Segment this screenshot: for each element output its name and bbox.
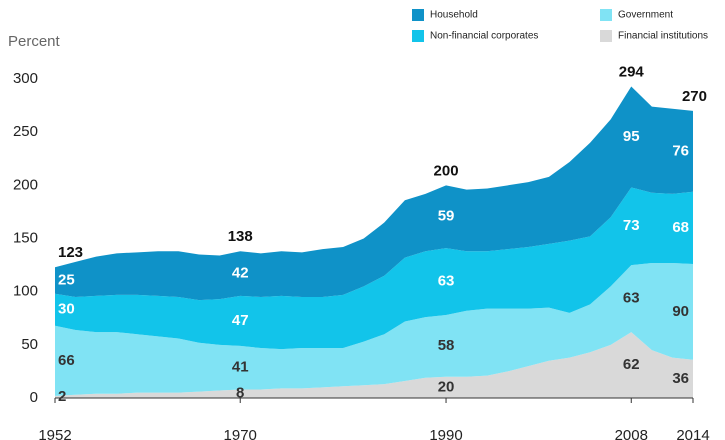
y-axis-label: Percent <box>8 33 61 50</box>
y-tick-label: 150 <box>13 229 38 246</box>
x-tick-label: 1990 <box>429 427 462 440</box>
legend-label: Non-financial corporates <box>430 31 538 42</box>
data-label: 36 <box>672 370 689 387</box>
area <box>55 262 693 396</box>
legend-swatch <box>412 9 424 21</box>
y-tick-label: 0 <box>30 389 38 406</box>
data-label: 68 <box>672 219 689 236</box>
data-label: 73 <box>623 217 640 234</box>
legend-swatch <box>600 9 612 21</box>
data-label: 95 <box>623 128 640 145</box>
data-label: 47 <box>232 312 249 329</box>
legend-swatch <box>412 30 424 42</box>
data-label: 2 <box>58 388 66 405</box>
data-label: 58 <box>438 337 455 354</box>
y-tick-label: 300 <box>13 70 38 87</box>
data-label: 42 <box>232 265 249 282</box>
data-label: 30 <box>58 301 75 318</box>
total-label: 123 <box>58 244 83 261</box>
data-label: 90 <box>672 303 689 320</box>
data-label: 62 <box>623 356 640 373</box>
total-label: 138 <box>228 228 253 245</box>
total-label: 270 <box>682 88 707 105</box>
data-label: 63 <box>623 290 640 307</box>
data-label: 59 <box>438 208 455 225</box>
data-label: 76 <box>672 142 689 159</box>
data-label: 20 <box>438 378 455 395</box>
y-tick-label: 50 <box>21 336 38 353</box>
x-tick-label: 2014 <box>676 427 709 440</box>
area <box>55 332 693 398</box>
total-label: 200 <box>434 162 459 179</box>
area <box>55 86 693 301</box>
x-tick-label: 1970 <box>224 427 257 440</box>
area <box>55 187 693 350</box>
x-tick-label: 2008 <box>615 427 648 440</box>
data-label: 25 <box>58 271 75 288</box>
y-tick-label: 200 <box>13 176 38 193</box>
total-label: 294 <box>619 63 645 80</box>
data-label: 66 <box>58 352 75 369</box>
legend-label: Household <box>430 10 478 21</box>
y-tick-label: 100 <box>13 283 38 300</box>
data-label: 41 <box>232 359 249 376</box>
legend-swatch <box>600 30 612 42</box>
x-tick-label: 1952 <box>38 427 71 440</box>
data-label: 8 <box>236 385 244 402</box>
data-label: 63 <box>438 273 455 290</box>
legend-label: Government <box>618 10 673 21</box>
y-tick-label: 250 <box>13 123 38 140</box>
legend-label: Financial institutions <box>618 31 708 42</box>
